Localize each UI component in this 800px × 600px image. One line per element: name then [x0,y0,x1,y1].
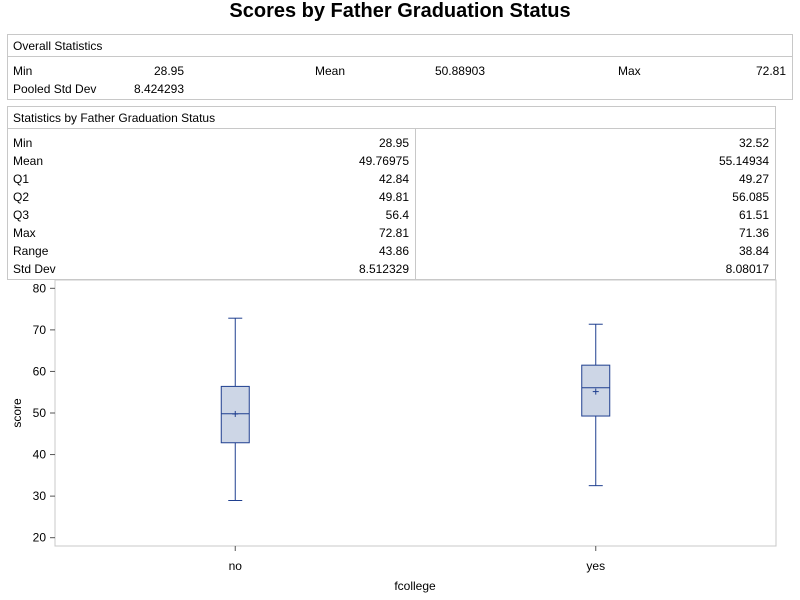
boxes [220,317,611,501]
mean-marker [232,410,239,417]
stat-value-no: 42.84 [378,172,409,186]
group-statistics-panel: Statistics by Father Graduation Status M… [7,106,776,280]
stat-value-no: 49.76975 [358,154,409,168]
iqr-box [220,385,250,444]
plot-area [54,279,777,547]
stat-value-yes: 71.36 [738,226,769,240]
overall-pooled-std-value: 8.424293 [133,82,184,96]
stat-label: Min [13,136,33,150]
y-axis-label: score [10,398,24,428]
y-tick-label: 70 [33,323,47,337]
stat-value-no: 28.95 [378,136,409,150]
overall-max-label: Max [618,64,641,78]
stat-value-yes: 49.27 [738,172,769,186]
stat-label: Max [13,226,36,240]
chart-title: Scores by Father Graduation Status [229,0,571,22]
stat-value-yes: 61.51 [738,208,769,222]
stat-value-no: 72.81 [378,226,409,240]
box-yes [581,323,611,487]
overall-statistics-panel: Overall Statistics Min 28.95 Mean 50.889… [7,34,793,100]
overall-min-value: 28.95 [153,64,184,78]
y-tick-label: 60 [33,364,47,378]
column-divider [415,129,416,279]
stat-value-yes: 38.84 [738,244,769,258]
box-no [220,317,250,501]
stat-value-no: 8.512329 [358,262,409,276]
x-axis-label: fcollege [394,579,436,593]
x-tick-label: yes [586,559,605,573]
y-tick-label: 20 [33,531,47,545]
overall-mean-label: Mean [315,64,346,78]
overall-mean-value: 50.88903 [434,64,485,78]
stat-value-yes: 32.52 [738,136,769,150]
stat-value-yes: 56.085 [732,190,769,204]
stat-label: Q2 [13,190,30,204]
stat-label: Q3 [13,208,30,222]
mean-marker [592,388,599,395]
iqr-box [581,364,611,417]
stat-value-no: 56.4 [385,208,409,222]
y-tick-label: 40 [33,448,47,462]
stat-value-no: 43.86 [378,244,409,258]
stat-label: Std Dev [13,262,56,276]
stat-value-no: 49.81 [378,190,409,204]
stat-label: Range [13,244,49,258]
stat-label: Q1 [13,172,30,186]
y-tick-label: 50 [33,406,47,420]
stat-value-yes: 8.08017 [725,262,769,276]
x-axis: no yes [229,546,605,573]
x-tick-label: no [229,559,243,573]
y-tick-label: 80 [33,281,47,295]
overall-max-value: 72.81 [755,64,786,78]
overall-statistics-header: Overall Statistics [8,35,792,57]
y-tick-label: 30 [33,489,47,503]
group-statistics-header: Statistics by Father Graduation Status [8,107,775,129]
y-axis: 20 30 40 50 60 70 80 [33,281,55,545]
overall-min-label: Min [13,64,33,78]
stat-value-yes: 55.14934 [718,154,769,168]
stat-label: Mean [13,154,44,168]
overall-pooled-std-label: Pooled Std Dev [13,82,97,96]
